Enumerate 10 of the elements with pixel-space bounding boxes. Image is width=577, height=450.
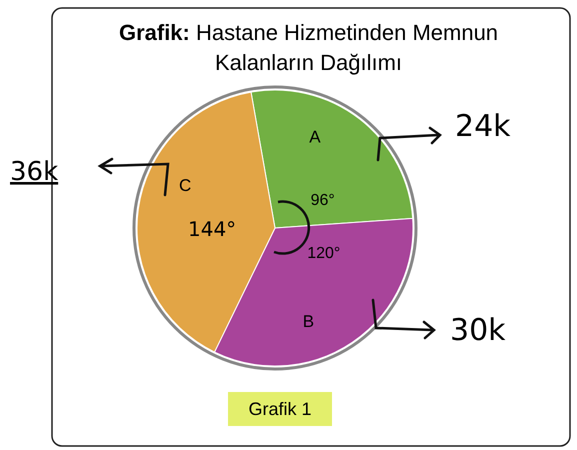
data-label: 96°: [310, 192, 335, 210]
text: 24k: [455, 109, 512, 144]
chart-title: Grafik: Hastane Hizmetinden Memnun Kalanların Dağılımı: [118, 20, 498, 75]
slice-label: A: [309, 128, 322, 147]
slice-label: B: [302, 312, 314, 332]
slice-label: C: [178, 176, 192, 196]
text: 30k: [450, 313, 506, 348]
text: Grafik 1: [248, 399, 312, 419]
text: 144°: [188, 217, 236, 241]
data-label: 120°: [307, 244, 340, 262]
